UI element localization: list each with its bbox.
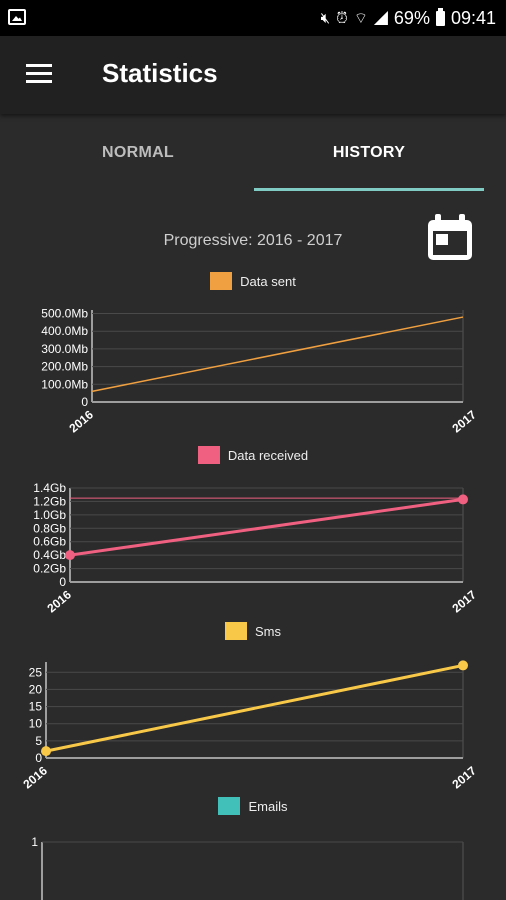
app-bar: Statistics: [0, 36, 506, 114]
x-tick-label: 2017: [449, 587, 479, 615]
y-tick-label: 0: [81, 395, 88, 409]
legend-label: Data sent: [240, 273, 296, 289]
legend-swatch: [218, 797, 241, 815]
y-tick-label: 20: [29, 682, 43, 696]
tab-indicator: [254, 188, 484, 191]
data-sent-chart: 0 100.0Mb 200.0Mb 300.0Mb 400.0Mb 500.0Mb 2016…: [41, 307, 479, 436]
calendar-icon[interactable]: [422, 210, 478, 266]
y-tick-label: 300.0Mb: [41, 342, 88, 356]
hamburger-menu-icon[interactable]: [26, 64, 52, 84]
status-bar: 🔇︎ ⏰︎ ⌔ 69% 09:41: [0, 0, 506, 36]
clock: 09:41: [450, 7, 496, 28]
sms-chart: 0 5 10 15 20 25 2016 2017: [20, 660, 479, 791]
y-tick-label: 15: [29, 700, 43, 714]
y-tick-label: 0.2Gb: [33, 562, 66, 576]
legend-data-received: Data received: [0, 446, 506, 464]
legend-sms: Sms: [0, 622, 506, 640]
y-tick-label: 0.4Gb: [33, 548, 66, 562]
legend-label: Sms: [255, 623, 281, 639]
y-tick-label: 1.0Gb: [33, 508, 66, 522]
y-tick-label: 10: [29, 717, 43, 731]
y-tick-label: 400.0Mb: [41, 324, 88, 338]
y-tick-label: 1.2Gb: [33, 494, 66, 508]
x-tick-label: 2017: [449, 763, 479, 791]
emails-chart: 1: [31, 835, 464, 900]
tab-bar: NORMAL HISTORY: [0, 114, 506, 194]
legend-swatch: [225, 622, 247, 640]
y-tick-label: 0.8Gb: [33, 521, 66, 535]
data-point: [458, 660, 468, 671]
y-tick-label: 500.0Mb: [41, 307, 88, 321]
signal-icon: [373, 11, 388, 25]
y-tick-label: 0.6Gb: [33, 535, 66, 549]
data-point: [65, 550, 75, 561]
range-label: Progressive: 2016 - 2017: [163, 232, 343, 249]
battery-percent: 69%: [393, 7, 430, 28]
legend-swatch: [197, 446, 220, 464]
y-tick-label: 1: [31, 835, 38, 849]
y-tick-label: 0: [59, 575, 66, 589]
x-tick-label: 2017: [449, 407, 479, 435]
battery-icon: [435, 7, 445, 26]
legend-label: Data received: [227, 447, 309, 463]
x-tick-label: 2016: [44, 587, 74, 615]
mute-icon: 🔇︎: [320, 9, 331, 27]
legend-emails: Emails: [0, 797, 506, 815]
tab-normal[interactable]: NORMAL: [101, 144, 174, 161]
y-tick-label: 200.0Mb: [41, 360, 88, 374]
image-icon: [8, 9, 26, 25]
data-point: [41, 746, 51, 757]
status-icons: 🔇︎ ⏰︎ ⌔ 69% 09:41: [321, 0, 496, 36]
tab-history[interactable]: HISTORY: [332, 144, 406, 161]
series-line: [91, 316, 464, 393]
y-tick-label: 100.0Mb: [41, 377, 88, 391]
series-line: [69, 497, 464, 557]
y-tick-label: 25: [29, 665, 43, 679]
page-title: Statistics: [102, 58, 218, 88]
series-line: [45, 663, 464, 753]
legend-swatch: [210, 272, 233, 290]
y-tick-label: 5: [35, 734, 42, 748]
legend-label: Emails: [248, 798, 288, 814]
y-tick-label: 1.4Gb: [33, 481, 66, 495]
x-tick-label: 2016: [20, 763, 50, 791]
y-tick-label: 0: [35, 751, 42, 765]
alarm-icon: ⏰︎: [336, 9, 348, 27]
x-tick-label: 2016: [66, 407, 96, 435]
legend-data-sent: Data sent: [0, 272, 506, 290]
data-point: [458, 494, 468, 505]
wifi-icon: ⌔: [353, 9, 368, 27]
